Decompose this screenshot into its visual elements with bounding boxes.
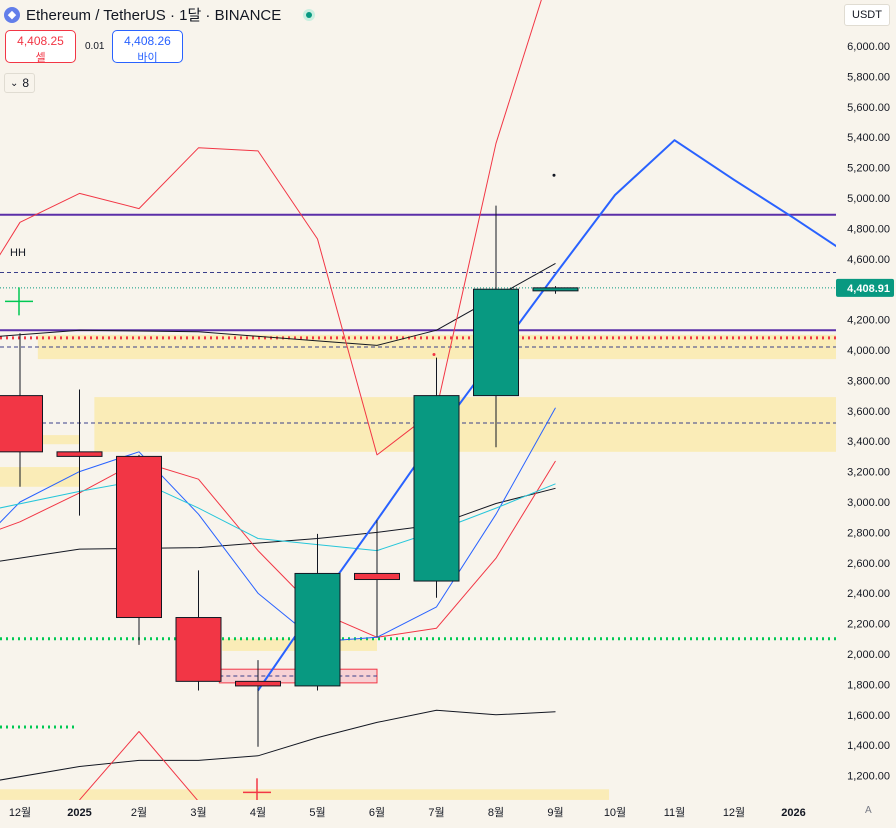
supply-zone-left bbox=[37, 435, 80, 445]
candle-body-8 bbox=[473, 288, 519, 397]
candle-body-2 bbox=[116, 455, 162, 619]
y-tick-label: 4,000.00 bbox=[847, 345, 890, 357]
auto-scale-button[interactable]: A bbox=[865, 805, 872, 816]
y-tick-label: 2,400.00 bbox=[847, 588, 890, 600]
y-tick-label: 5,600.00 bbox=[847, 102, 890, 114]
black-lower bbox=[0, 709, 556, 781]
blue-projection bbox=[257, 139, 854, 692]
x-tick-label: 10월 bbox=[604, 806, 626, 819]
supply-zone-main bbox=[94, 397, 836, 452]
candles-layer bbox=[0, 205, 579, 747]
indicator-count: 8 bbox=[22, 76, 30, 90]
time-axis[interactable]: 12월 2025 2월 3월 4월 5월 6월 7월 8월 9월 10월 11월 12월 2026 bbox=[0, 800, 896, 823]
black-middle bbox=[0, 487, 556, 562]
buy-button[interactable]: 4,408.26 바이 bbox=[112, 30, 183, 64]
candle-body-0 bbox=[0, 395, 43, 453]
black-upper bbox=[0, 262, 556, 346]
y-tick-label: 6,000.00 bbox=[847, 41, 890, 53]
y-tick-label: 5,400.00 bbox=[847, 132, 890, 144]
sell-button[interactable]: 4,408.25 셀 bbox=[5, 30, 76, 64]
symbol-title[interactable]: Ethereum / TetherUS · 1달 · BINANCE bbox=[26, 7, 282, 24]
candle-body-3 bbox=[175, 617, 222, 682]
y-tick-label: 2,600.00 bbox=[847, 558, 890, 570]
x-tick-label: 6월 bbox=[369, 806, 385, 819]
x-tick-label: 5월 bbox=[309, 806, 325, 819]
x-tick-label: 12월 bbox=[723, 806, 745, 819]
candle-body-1 bbox=[56, 451, 103, 457]
buy-label: 바이 bbox=[137, 52, 158, 64]
x-tick-label: 7월 bbox=[428, 806, 444, 819]
y-tick-label: 3,000.00 bbox=[847, 497, 890, 509]
y-tick-label: 4,200.00 bbox=[847, 315, 890, 327]
indicator-lines-layer bbox=[0, 0, 854, 802]
candle-body-5 bbox=[294, 572, 341, 687]
y-tick-label: 3,400.00 bbox=[847, 436, 890, 448]
x-tick-label: 12월 bbox=[9, 806, 31, 819]
y-tick-label: 5,000.00 bbox=[847, 193, 890, 205]
y-tick-label: 4,600.00 bbox=[847, 254, 890, 266]
y-tick-label: 5,200.00 bbox=[847, 163, 890, 175]
sell-price: 4,408.25 bbox=[17, 34, 64, 48]
red-dot-mark bbox=[432, 353, 436, 357]
current-price-label: 4,408.91 bbox=[847, 283, 890, 295]
red-oscillator-low bbox=[79, 731, 199, 802]
x-tick-label: 2026 bbox=[781, 807, 805, 819]
y-tick-label: 4,800.00 bbox=[847, 223, 890, 235]
y-tick-label: 1,400.00 bbox=[847, 740, 890, 752]
x-tick-label: 2025 bbox=[67, 807, 91, 819]
red-oscillator-mid bbox=[0, 460, 556, 638]
red-oscillator-top bbox=[0, 0, 542, 456]
levels-layer bbox=[0, 213, 836, 729]
y-tick-label: 2,200.00 bbox=[847, 619, 890, 631]
y-tick-label: 3,600.00 bbox=[847, 406, 890, 418]
sell-label: 셀 bbox=[35, 52, 46, 64]
x-tick-label: 9월 bbox=[547, 806, 563, 819]
spread-value: 0.01 bbox=[85, 41, 105, 52]
projection-dot bbox=[552, 173, 556, 177]
y-tick-label: 2,800.00 bbox=[847, 527, 890, 539]
candle-body-7 bbox=[413, 395, 460, 582]
y-tick-label: 5,800.00 bbox=[847, 71, 890, 83]
ethereum-logo-icon: ◆ bbox=[4, 6, 20, 23]
x-tick-label: 4월 bbox=[250, 806, 266, 819]
y-tick-label: 2,000.00 bbox=[847, 649, 890, 661]
current-price-badge bbox=[836, 278, 894, 297]
indicators-toggle[interactable]: ⌄ 8 bbox=[4, 73, 36, 93]
candle-body-6 bbox=[354, 572, 400, 581]
buy-price: 4,408.26 bbox=[124, 34, 171, 48]
market-status-icon[interactable] bbox=[303, 8, 316, 21]
symbol-header: ◆ Ethereum / TetherUS · 1달 · BINANCE bbox=[4, 4, 316, 25]
y-tick-label: 3,800.00 bbox=[847, 375, 890, 387]
demand-zone-bottom bbox=[0, 789, 610, 800]
x-tick-label: 2월 bbox=[131, 806, 147, 819]
x-tick-label: 8월 bbox=[488, 806, 504, 819]
y-tick-label: 1,200.00 bbox=[847, 771, 890, 783]
chevron-down-icon: ⌄ bbox=[10, 77, 19, 89]
candle-body-4 bbox=[235, 680, 281, 687]
price-axis-bg bbox=[836, 0, 896, 823]
time-axis-bg bbox=[0, 800, 896, 823]
y-tick-label: 1,600.00 bbox=[847, 710, 890, 722]
currency-selector[interactable]: USDT bbox=[844, 4, 890, 26]
currency-label: USDT bbox=[852, 9, 882, 21]
hh-label: HH bbox=[10, 247, 26, 259]
candle-body-9 bbox=[532, 287, 579, 292]
y-tick-label: 3,200.00 bbox=[847, 467, 890, 479]
x-tick-label: 3월 bbox=[190, 806, 206, 819]
cyan-line bbox=[0, 480, 556, 552]
supply-zone-left2 bbox=[0, 467, 80, 487]
y-tick-label: 1,800.00 bbox=[847, 679, 890, 691]
price-axis[interactable]: 1,200.00 1,400.00 1,600.00 1,800.00 2,000.00… bbox=[836, 0, 896, 823]
x-tick-label: 11월 bbox=[664, 806, 686, 819]
